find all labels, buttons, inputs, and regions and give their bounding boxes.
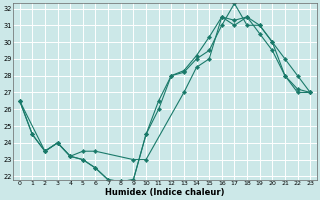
X-axis label: Humidex (Indice chaleur): Humidex (Indice chaleur) — [105, 188, 225, 197]
